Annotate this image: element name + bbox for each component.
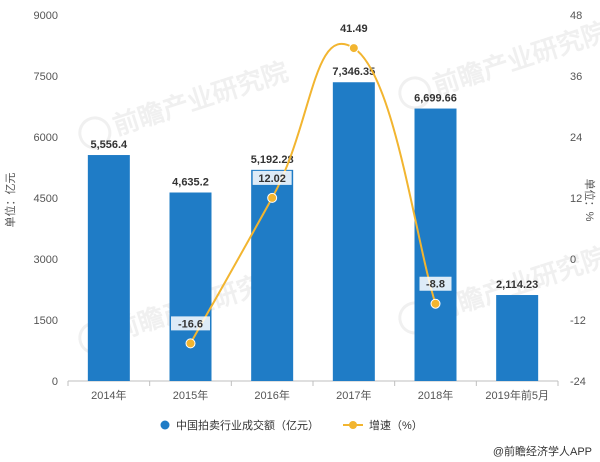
legend: 中国拍卖行业成交额（亿元） 增速（%） [160,418,423,432]
growth-label-bg [252,170,292,185]
bar-data-label: 7,346.35 [332,66,375,78]
left-tick-label: 7500 [34,71,58,83]
x-axis-ticks: 2014年 2015年 2016年 2017年 2018年 2019年前5月 [67,381,559,402]
left-tick-label: 0 [52,376,58,388]
growth-point [267,192,278,203]
growth-point [348,43,359,54]
growth-data-label: 41.49 [340,23,368,35]
bar-data-label: 2,114.23 [496,279,538,291]
bar-data-label: 5,192.28 [251,154,294,166]
bar [169,192,212,381]
x-tick-label: 2018年 [418,388,453,402]
growth-line-series [185,42,441,349]
bar [251,169,294,381]
x-tick-label: 2014年 [91,388,126,402]
left-axis-ticks: 0 1500 3000 4500 6000 7500 9000 [34,10,58,388]
bar [87,155,130,381]
growth-data-labels: -16.6 12.02 41.49 -8.8 [171,21,452,331]
right-axis-title: 单位：% [583,179,597,222]
svg-text:前瞻产业研究院: 前瞻产业研究院 [109,56,292,142]
growth-point [185,338,196,349]
left-axis-title: 单位：亿元 [3,173,17,228]
right-tick-label: 0 [570,254,576,266]
x-tick-label: 2015年 [173,388,208,402]
left-tick-label: 3000 [34,254,58,266]
svg-text:前瞻产业研究院: 前瞻产业研究院 [429,16,600,102]
left-tick-label: 4500 [34,193,58,205]
growth-data-label: -16.6 [178,318,203,330]
right-tick-label: 48 [570,10,582,22]
legend-line-marker [349,421,357,429]
legend-line-label: 增速（%） [369,418,423,432]
right-tick-label: 24 [570,132,582,144]
growth-line [189,42,437,344]
bar-data-label: 5,556.4 [90,139,128,151]
right-tick-label: 36 [570,71,582,83]
growth-label-bg [171,316,210,331]
bar-data-labels: 5,556.4 4,635.2 5,192.28 7,346.35 6,699.66 2,… [90,66,538,291]
growth-data-label: 12.02 [258,173,286,185]
x-tick-label: 2019年前5月 [485,388,549,402]
credit-text: @前瞻经济学人APP [493,444,592,458]
left-tick-label: 6000 [34,132,58,144]
x-tick-label: 2017年 [336,388,371,402]
growth-data-label: -8.8 [426,279,445,291]
bar-data-label: 6,699.66 [414,93,457,105]
right-tick-label: -24 [570,376,586,388]
bar [332,82,375,381]
legend-bar-label: 中国拍卖行业成交额（亿元） [176,418,319,432]
left-tick-label: 9000 [34,10,58,22]
bar [496,295,539,381]
growth-point [430,298,441,309]
right-tick-label: -12 [570,315,586,327]
bar-series [87,82,539,382]
left-tick-label: 1500 [34,315,58,327]
right-axis-ticks: -24 -12 0 12 24 36 48 [570,10,586,388]
growth-label-bg [334,21,374,36]
growth-label-bg [419,276,452,291]
legend-bar-marker [160,420,170,430]
bar-data-label: 4,635.2 [172,177,209,189]
x-tick-label: 2016年 [254,388,289,402]
right-tick-label: 12 [570,193,582,205]
